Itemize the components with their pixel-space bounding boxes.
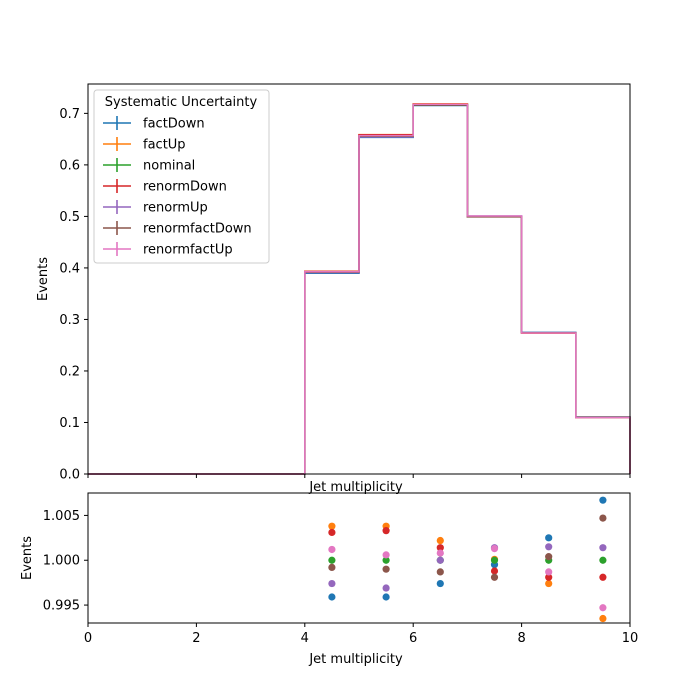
ratio-point — [490, 556, 499, 564]
ratio-point — [382, 551, 390, 559]
ratio-point — [382, 527, 390, 535]
legend-label: renormDown — [143, 180, 227, 195]
main-y-tick-label: 0.5 — [59, 210, 80, 225]
legend-entry-factUp: factUp — [103, 137, 186, 153]
legend-entries: factDown factUp nominal renormDown renormUp r… — [103, 116, 252, 258]
legend-entry-renormDown: renormDown — [103, 179, 227, 195]
main-y-tick-label: 0.6 — [59, 158, 80, 173]
ratio-point — [599, 496, 607, 504]
ratio-x-tick-label: 0 — [84, 631, 92, 646]
legend-entry-renormfactDown: renormfactDown — [103, 221, 252, 237]
ratio-point — [599, 514, 607, 522]
main-y-tick-label: 0.2 — [59, 364, 80, 379]
ratio-series-renormDown — [328, 527, 607, 581]
ratio-y-tick-label: 1.005 — [43, 509, 80, 524]
ratio-point — [382, 565, 390, 573]
ratio-x-tick-label: 10 — [622, 631, 639, 646]
ratio-point — [436, 568, 444, 576]
ratio-x-tick-label: 4 — [301, 631, 309, 646]
ratio-x-tick-label: 8 — [517, 631, 525, 646]
legend-title: Systematic Uncertainty — [105, 95, 258, 110]
ratio-point — [490, 544, 499, 553]
ratio-point — [436, 544, 444, 552]
ratio-x-axis-label: Jet multiplicity — [308, 652, 403, 667]
legend-label: renormfactUp — [143, 243, 233, 258]
ratio-y-tick-label: 0.995 — [43, 599, 80, 614]
ratio-point — [382, 593, 390, 601]
main-y-axis-label: Events — [36, 257, 51, 301]
main-axes-frame — [87, 83, 631, 475]
ratio-point — [490, 573, 499, 581]
ratio-points — [328, 496, 607, 623]
ratio-point — [436, 556, 444, 564]
ratio-point — [328, 579, 336, 588]
ratio-point — [545, 568, 553, 576]
ratio-point — [545, 573, 553, 581]
ratio-point — [382, 584, 390, 592]
main-y-ticks: 0.0 0.1 0.2 0.3 0.4 0.5 0.6 0.7 — [59, 107, 88, 483]
ratio-point — [328, 556, 336, 564]
legend-entry-nominal: nominal — [103, 158, 195, 174]
ratio-point — [328, 528, 336, 537]
ratio-x-tick-label: 6 — [409, 631, 417, 646]
ratio-point — [436, 536, 444, 545]
ratio-panel: 0 2 4 6 8 10 0.995 1.000 1.005 Jet multiplicity… — [20, 492, 638, 667]
main-x-ticks — [87, 474, 631, 478]
ratio-point — [490, 567, 499, 575]
ratio-point — [599, 573, 607, 581]
ratio-point — [328, 545, 336, 554]
ratio-point — [382, 556, 390, 564]
ratio-point — [328, 563, 336, 572]
main-y-tick-label: 0.7 — [59, 107, 80, 122]
ratio-x-tick-label: 2 — [192, 631, 200, 646]
main-y-tick-label: 0.1 — [59, 416, 80, 431]
legend-label: factDown — [143, 117, 205, 132]
main-y-tick-label: 0.3 — [59, 313, 80, 328]
legend: Systematic Uncertainty factDown factUp nom… — [93, 89, 270, 264]
ratio-axes-frame — [87, 492, 631, 624]
ratio-point — [545, 534, 553, 542]
legend-box — [93, 89, 270, 264]
legend-entry-renormfactUp: renormfactUp — [103, 242, 233, 258]
ratio-y-tick-label: 1.000 — [43, 554, 80, 569]
legend-label: renormUp — [143, 201, 208, 216]
main-panel: 0.0 0.1 0.2 0.3 0.4 0.5 0.6 0.7 Jet multiplicit… — [36, 83, 631, 495]
ratio-y-ticks: 0.995 1.000 1.005 — [43, 509, 88, 614]
legend-entry-renormUp: renormUp — [103, 200, 208, 216]
ratio-point — [545, 553, 553, 561]
ratio-point — [545, 579, 553, 588]
legend-label: renormfactDown — [143, 222, 252, 237]
ratio-point — [328, 522, 336, 530]
main-y-tick-label: 0.4 — [59, 261, 80, 276]
ratio-y-axis-label: Events — [20, 536, 35, 580]
ratio-point — [436, 549, 444, 557]
ratio-point — [545, 543, 553, 551]
legend-label: factUp — [143, 138, 186, 153]
ratio-point — [599, 544, 607, 552]
main-x-axis-label: Jet multiplicity — [308, 480, 403, 495]
main-y-tick-label: 0.0 — [59, 468, 80, 483]
ratio-point — [599, 556, 607, 564]
ratio-point — [436, 579, 444, 588]
legend-entry-factDown: factDown — [103, 116, 205, 132]
ratio-series-renormfactUp — [328, 544, 607, 612]
legend-label: nominal — [143, 159, 195, 174]
ratio-x-ticks: 0 2 4 6 8 10 — [84, 623, 638, 646]
ratio-point — [599, 604, 607, 612]
ratio-point — [328, 593, 336, 601]
ratio-series-renormfactDown — [328, 514, 607, 581]
ratio-point — [599, 614, 607, 623]
